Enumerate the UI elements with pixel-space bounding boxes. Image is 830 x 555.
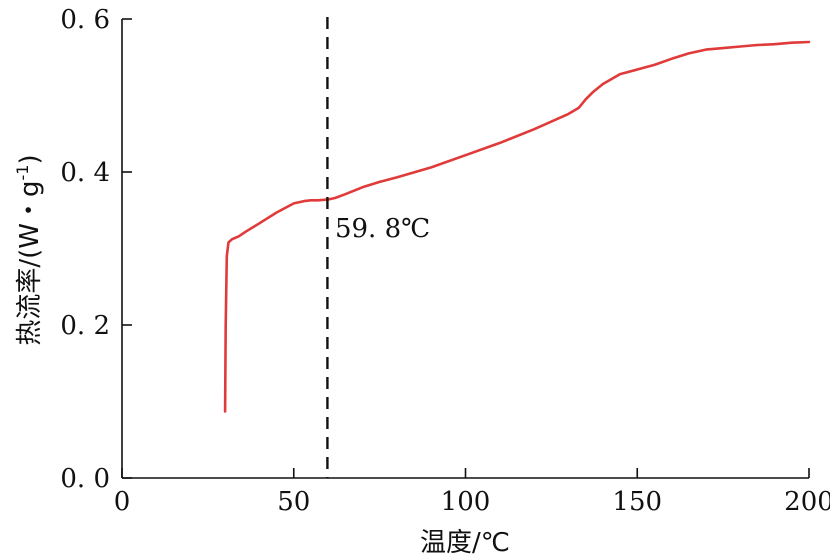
- transition-temperature-label: 59. 8℃: [335, 214, 430, 244]
- y-axis-label-suffix: ): [15, 154, 45, 164]
- heat-flow-series-line: [223, 40, 811, 413]
- y-axis-label-superscript: -1: [13, 165, 32, 181]
- x-tick-label: 200: [784, 487, 830, 517]
- axis-labels: 温度/℃ 热流率/(W・g-1): [13, 154, 510, 555]
- y-axis-label-main: 热流率/(W・g: [15, 180, 45, 345]
- x-tick-label: 0: [114, 487, 131, 517]
- x-tick-label: 100: [441, 487, 491, 517]
- axes: 0 50 100 150 200 0. 0 0. 2 0. 4 0. 6: [60, 5, 830, 517]
- x-tick-label: 150: [612, 487, 662, 517]
- y-tick-label: 0. 4: [60, 158, 110, 188]
- y-axis-label: 热流率/(W・g-1): [13, 154, 45, 345]
- plot-marks: 59. 8℃: [223, 17, 811, 478]
- y-tick-label: 0. 2: [60, 311, 110, 341]
- x-axis-label: 温度/℃: [420, 528, 510, 555]
- y-tick-label: 0. 6: [60, 5, 110, 35]
- y-tick-label: 0. 0: [60, 464, 110, 494]
- x-tick-label: 50: [277, 487, 310, 517]
